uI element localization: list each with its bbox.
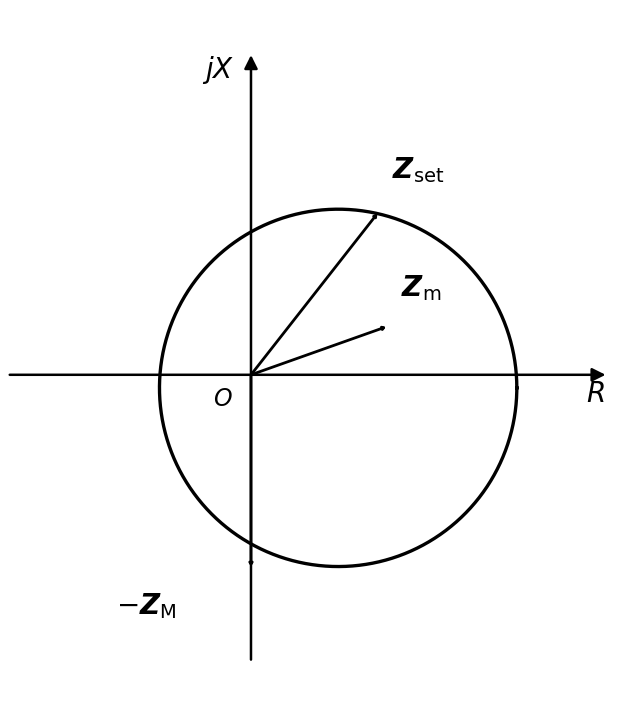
Text: $\boldsymbol{Z}_{\rm m}$: $\boldsymbol{Z}_{\rm m}$ (401, 273, 441, 304)
Text: $\boldsymbol{Z}_{\rm set}$: $\boldsymbol{Z}_{\rm set}$ (392, 155, 444, 185)
Text: $-\boldsymbol{Z}_{\rm M}$: $-\boldsymbol{Z}_{\rm M}$ (116, 591, 177, 621)
Text: $O$: $O$ (213, 387, 233, 411)
Text: $jX$: $jX$ (202, 54, 234, 85)
Text: $R$: $R$ (586, 380, 605, 408)
